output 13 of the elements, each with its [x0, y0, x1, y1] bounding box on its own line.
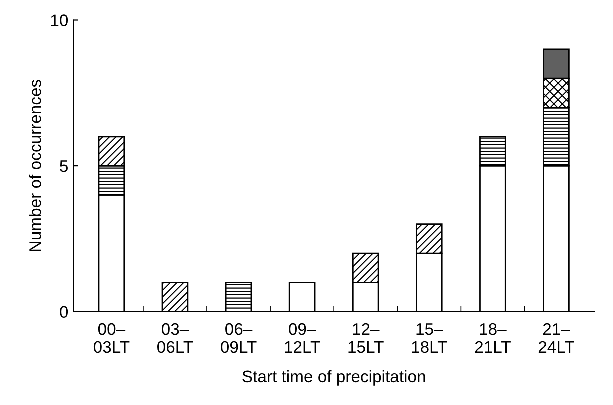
y-tick-label: 0	[60, 306, 68, 318]
x-tick-label: 09– 12LT	[285, 323, 320, 353]
y-tick-label: 5	[60, 160, 68, 172]
x-axis-title: Start time of precipitation	[242, 370, 426, 386]
x-tick-label: 12– 15LT	[348, 323, 384, 354]
x-tick-label: 15– 18LT	[412, 324, 448, 354]
x-tick-label: 06– 09LT	[221, 323, 257, 354]
x-tick-label: 00– 03LT	[94, 323, 130, 354]
y-axis-title: Number of occurrences	[29, 80, 42, 252]
x-tick-label: 21– 24LT	[538, 323, 574, 353]
y-tick-label: 10	[51, 14, 68, 26]
x-tick-label: 03– 06LT	[158, 323, 194, 354]
x-tick-label: 18– 21LT	[475, 323, 511, 353]
